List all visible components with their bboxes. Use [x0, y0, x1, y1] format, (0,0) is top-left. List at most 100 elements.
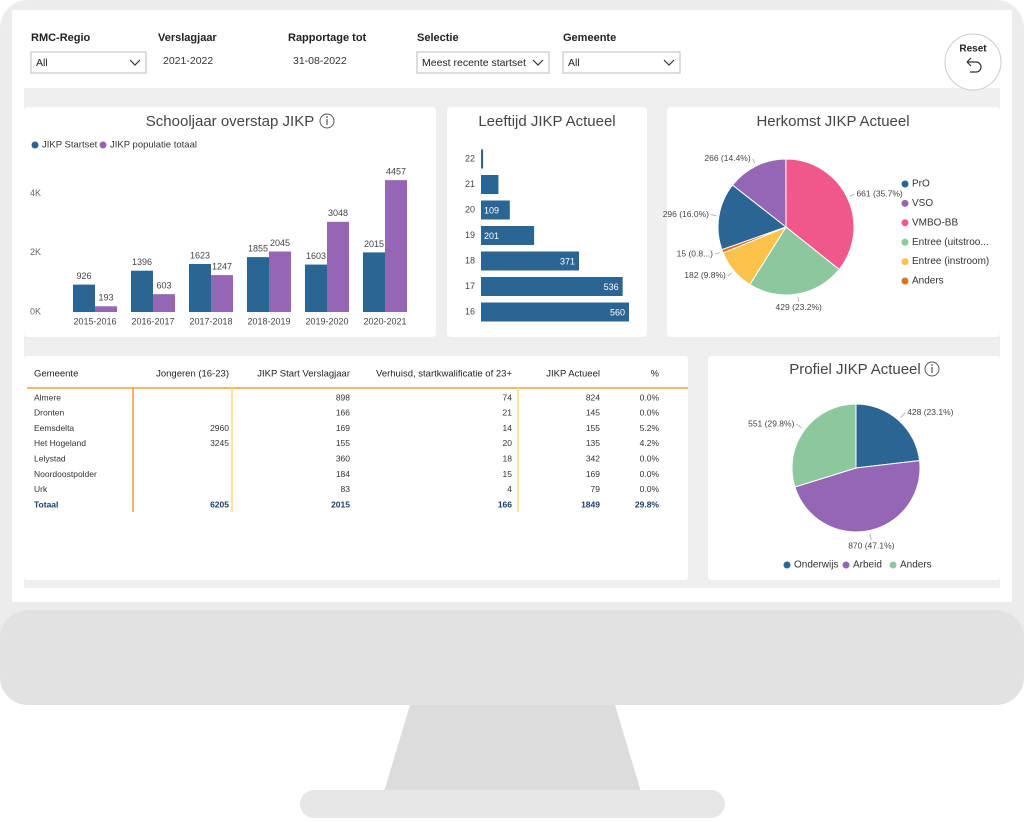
bar: [95, 306, 118, 312]
x-tick-label: 2016-2017: [131, 316, 174, 326]
legend-swatch: [901, 199, 909, 207]
data-label: 2015: [364, 239, 384, 249]
total-cell: 2015: [331, 499, 350, 509]
leader-line: [727, 272, 732, 277]
info-icon[interactable]: [924, 361, 940, 377]
leader-line: [849, 193, 855, 197]
bar: [269, 251, 292, 312]
filter-label: RMC-Regio: [31, 32, 91, 44]
data-label: 429 (23.2%): [776, 302, 822, 312]
bar: [211, 275, 234, 312]
filter-label: Verslagjaar: [158, 32, 217, 44]
dropdown-value: All: [568, 57, 580, 69]
monitor-base: [300, 790, 725, 818]
y-tick-label: 21: [465, 179, 475, 189]
table-cell: 166: [336, 408, 350, 418]
table-cell: 14: [503, 423, 513, 433]
total-cell: 1849: [581, 499, 600, 509]
bar: [130, 270, 153, 312]
pie-slice: [855, 403, 921, 469]
data-label: 4457: [386, 167, 406, 177]
table-cell: 83: [341, 484, 351, 494]
y-tick-label: 18: [465, 255, 475, 265]
dropdown[interactable]: [562, 51, 681, 74]
y-tick-label: 0K: [30, 306, 41, 316]
legend-swatch: [99, 141, 107, 149]
filter-value: 31-08-2022: [293, 55, 347, 67]
column-header: Verhuisd, startkwalificatie of 23+: [376, 369, 512, 380]
bar: [481, 302, 629, 322]
filter-label: Gemeente: [563, 32, 616, 44]
data-label: 560: [610, 307, 625, 317]
table-cell: 15: [503, 469, 513, 479]
table-cell: 4: [507, 484, 512, 494]
x-tick-label: 2017-2018: [189, 316, 232, 326]
filter-label: Selectie: [417, 32, 459, 44]
bar: [246, 257, 269, 312]
table-cell: 184: [336, 469, 350, 479]
data-label: 1855: [248, 243, 268, 253]
legend-swatch: [889, 561, 897, 569]
table-cell: Dronten: [34, 408, 65, 418]
bar: [481, 226, 535, 245]
total-cell: 29.8%: [635, 499, 660, 509]
table-cell: 0.0%: [640, 484, 660, 494]
table-cell: Urk: [34, 484, 48, 494]
table-cell: 4.2%: [640, 438, 660, 448]
data-label: 296 (16.0%): [663, 209, 709, 219]
table-cell: Almere: [34, 392, 61, 402]
legend-label: Anders: [912, 276, 944, 287]
data-label: 2045: [270, 238, 290, 248]
y-tick-label: 16: [465, 306, 475, 316]
bar: [481, 149, 484, 169]
total-cell: 166: [498, 499, 512, 509]
bar: [481, 277, 623, 296]
data-label: 926: [76, 271, 91, 281]
data-label: 1603: [306, 251, 326, 261]
table-cell: 169: [586, 469, 600, 479]
data-label: 201: [484, 231, 499, 241]
y-tick-label: 4K: [30, 188, 41, 198]
bar: [72, 284, 95, 312]
data-label: 1247: [212, 261, 232, 271]
legend-label: Anders: [900, 560, 932, 571]
bar: [385, 180, 408, 312]
table-cell: Eemsdelta: [34, 423, 74, 433]
data-label: 3048: [328, 208, 348, 218]
data-label: 371: [560, 256, 575, 266]
pie-slice: [791, 403, 857, 488]
monitor-chin: [0, 610, 1024, 705]
legend-label: Entree (instroom): [912, 256, 989, 267]
column-header: Jongeren (16-23): [156, 369, 229, 380]
y-tick-label: 22: [465, 153, 475, 163]
legend-label: Arbeid: [853, 560, 882, 571]
legend-label: JIKP populatie totaal: [110, 140, 197, 151]
data-label: 603: [157, 281, 172, 291]
legend-label: Onderwijs: [794, 560, 838, 571]
table-cell: 74: [503, 392, 513, 402]
chart-title: Herkomst JIKP Actueel: [756, 113, 909, 130]
table-cell: 898: [336, 392, 350, 402]
bar: [481, 200, 510, 220]
bar: [481, 175, 499, 194]
bar: [188, 263, 211, 312]
column-header: %: [651, 369, 660, 380]
bar: [362, 252, 385, 312]
x-tick-label: 2019-2020: [305, 316, 348, 326]
legend-label: VSO: [912, 198, 933, 209]
table-cell: 3245: [210, 438, 229, 448]
dropdown[interactable]: [30, 51, 147, 74]
pie-slice: [749, 226, 840, 296]
filter-label: Rapportage tot: [288, 32, 367, 44]
table-cell: 342: [586, 453, 600, 463]
chart-title: Profiel JIKP Actueel: [789, 361, 920, 378]
dropdown[interactable]: [416, 51, 550, 74]
table-cell: 20: [503, 438, 513, 448]
table-cell: 135: [586, 438, 600, 448]
legend-swatch: [31, 141, 39, 149]
table-cell: 79: [591, 484, 601, 494]
y-tick-label: 19: [465, 230, 475, 240]
info-icon[interactable]: [319, 113, 335, 129]
table-cell: 824: [586, 392, 600, 402]
